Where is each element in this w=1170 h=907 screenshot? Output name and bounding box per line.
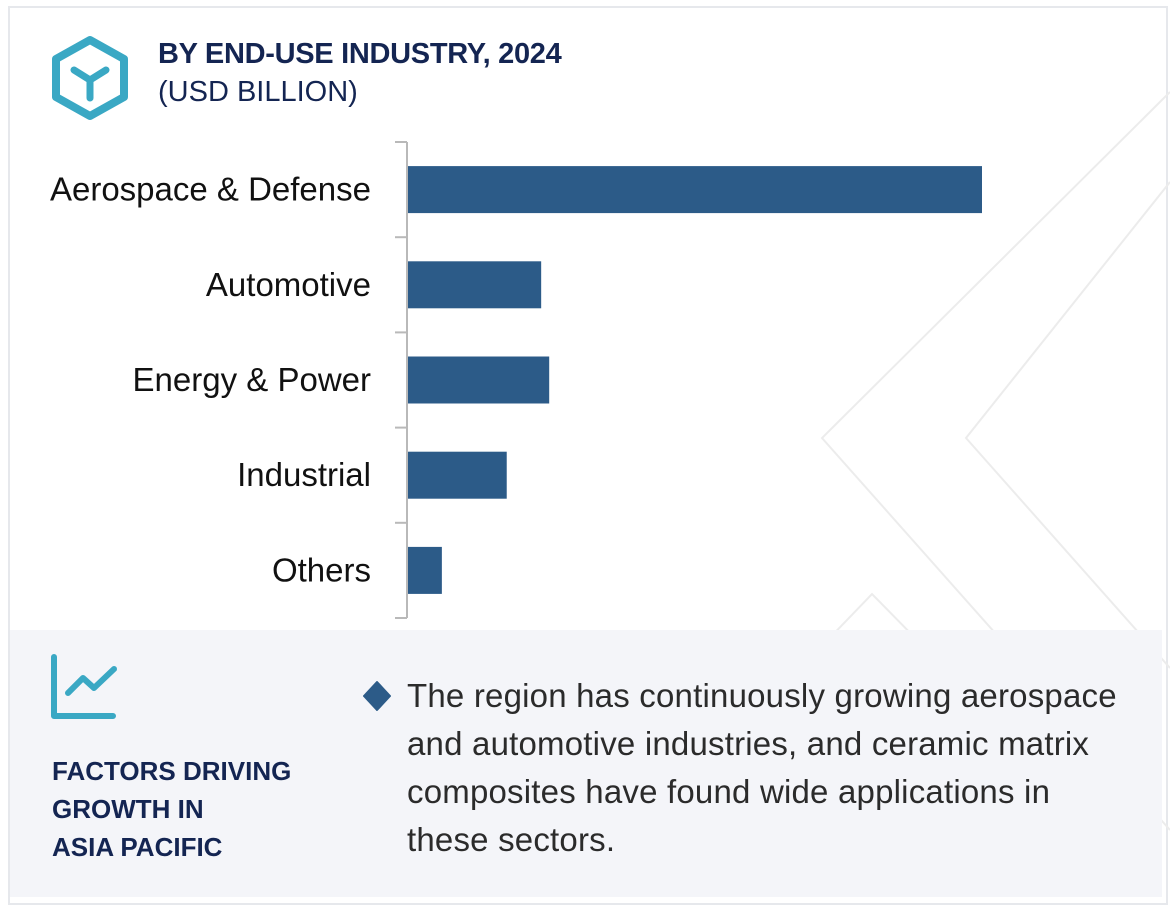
factors-panel [10,630,1162,897]
line-chart-icon [51,654,117,719]
bar-chart: Aerospace & Defense Automotive Energy & Po… [50,141,982,619]
bar-aerospace-defense [408,166,982,214]
category-label: Industrial [237,456,371,493]
category-label: Automotive [206,266,371,303]
bars [408,166,982,594]
y-axis [395,141,408,619]
category-label: Aerospace & Defense [50,171,371,208]
factors-heading: FACTORS DRIVING GROWTH IN ASIA PACIFIC [52,752,342,866]
hexagon-y-icon [52,36,128,120]
factors-heading-line: FACTORS DRIVING [52,756,292,786]
bar-industrial [408,451,507,499]
chart-title: BY END-USE INDUSTRY, 2024 [158,38,562,70]
bar-energy-power [408,356,550,404]
bar-others [408,546,442,594]
category-label: Others [272,551,371,588]
factor-description: The region has continuously growing aero… [407,677,1117,858]
factors-heading-line: ASIA PACIFIC [52,832,223,862]
diamond-bullet-icon [363,681,391,711]
category-label: Energy & Power [133,361,371,398]
factors-heading-line: GROWTH IN [52,794,204,824]
chart-subtitle: (USD BILLION) [158,76,358,108]
category-labels: Aerospace & Defense Automotive Energy & Po… [50,171,371,589]
bar-automotive [408,261,542,309]
